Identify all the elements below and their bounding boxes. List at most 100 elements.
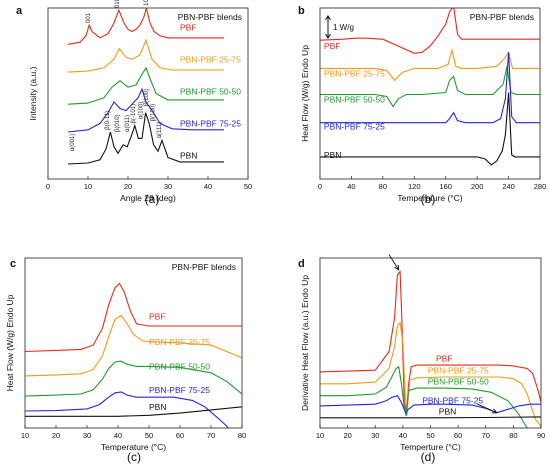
scale-bar-arrow-bottom <box>325 33 331 39</box>
series-label: PBF <box>180 22 197 32</box>
series-line-PBN-PBF-75-25 <box>320 52 540 124</box>
panel-letter: c <box>10 258 16 270</box>
x-tick-label: 200 <box>471 182 484 191</box>
x-tick-label: 10 <box>316 431 324 440</box>
x-tick-label: 80 <box>238 431 246 440</box>
x-axis-label: Temperature (°C) <box>101 442 166 452</box>
panel-a: PBF PBN-PBF 25-75 PBN-PBF 50-50 PBN-PBF 75-… <box>16 0 252 206</box>
x-tick-label: 40 <box>114 431 122 440</box>
x-tick-label: 80 <box>509 431 517 440</box>
series-line-PBN-PBF-50-50 <box>320 66 540 108</box>
series-line-PBN <box>25 406 242 417</box>
panel-caption: (d) <box>421 450 436 464</box>
series-label: PBN-PBF 50-50 <box>180 87 241 97</box>
x-tick-label: 240 <box>502 182 515 191</box>
panel-title: PBN-PBF blends <box>172 262 236 272</box>
peak-annotation: α(011) <box>125 115 131 132</box>
x-tick-label: 40 <box>399 431 407 440</box>
x-tick-label: 20 <box>124 182 132 191</box>
x-tick-label: 0 <box>318 182 322 191</box>
series-label: PBN-PBF 50-50 <box>324 95 385 105</box>
series-label: PBN <box>324 150 341 160</box>
series-line-PBF <box>320 270 541 415</box>
series-line-PBN <box>67 112 224 165</box>
series-line-PBN-PBF-75-25 <box>25 391 229 428</box>
series-label: PBN-PBF 25-75 <box>428 366 489 376</box>
panel-title: PBN-PBF blends <box>470 12 534 22</box>
x-tick-label: 30 <box>83 431 91 440</box>
x-tick-label: 280 <box>534 182 547 191</box>
panel-b: PBF PBN-PBF 25-75 PBN-PBF 50-50 PBN-PBF 75-… <box>298 5 546 206</box>
series-line-PBN-PBF-50-50 <box>67 66 224 105</box>
peak-annotation: α(001) <box>70 134 76 151</box>
x-tick-label: 60 <box>176 431 184 440</box>
peak-annotation: α(111) <box>157 122 163 139</box>
peak-annotation: β(-101) <box>131 104 137 123</box>
panel-caption: (c) <box>127 450 141 464</box>
x-tick-label: 50 <box>244 182 252 191</box>
x-axis-label: Angle 2θ (deg) <box>120 193 176 203</box>
series-label: PBN-PBF 25-75 <box>180 55 241 65</box>
peak-annotation: 010 <box>115 0 121 8</box>
x-tick-label: 60 <box>454 431 462 440</box>
series-label: PBN-PBF 50-50 <box>428 377 489 387</box>
x-tick-label: 20 <box>52 431 60 440</box>
x-tick-label: 0 <box>46 182 50 191</box>
x-tick-label: 90 <box>537 431 545 440</box>
panel-letter: d <box>298 258 305 270</box>
series-line-PBN-PBF-25-75 <box>25 314 242 377</box>
annotation-arrow <box>388 254 400 271</box>
y-axis-label: Derivative Heat Flow (a.u.) Endo Up <box>300 275 310 411</box>
series-label: PBN <box>180 151 197 161</box>
annotation-arrow-head <box>394 264 400 271</box>
scale-bar-arrow-top <box>325 15 331 21</box>
peak-annotation: α(100) <box>138 102 144 119</box>
panel-letter: a <box>16 5 23 17</box>
series-line-PBF <box>320 8 540 54</box>
series-line-PBN-PBF-25-75 <box>67 38 224 73</box>
series-line-PBN-PBF-50-50 <box>25 360 242 397</box>
axes-frame <box>319 7 541 180</box>
series-label: PBF <box>324 41 341 51</box>
x-tick-label: 50 <box>145 431 153 440</box>
panel-title: PBN-PBF blends <box>178 12 242 22</box>
x-tick-label: 30 <box>371 431 379 440</box>
series-line-PBN <box>320 92 540 166</box>
series-label: PBN-PBF 75-25 <box>324 122 385 132</box>
x-axis-label: Temperture (°C) <box>400 442 461 452</box>
x-tick-label: 120 <box>408 182 421 191</box>
x-tick-label: 30 <box>164 182 172 191</box>
panel-letter: b <box>298 5 305 17</box>
peak-annotation: 100 <box>144 0 150 6</box>
series-line-PBN-PBF-75-25 <box>67 87 224 133</box>
panel-c: PBF PBN-PBF 25-75 PBN-PBF 50-50 PBN-PBF 75-… <box>5 257 246 464</box>
series-line-PBF <box>67 8 224 45</box>
series-line-PBN <box>320 416 541 419</box>
x-tick-label: 50 <box>426 431 434 440</box>
x-tick-label: 10 <box>21 431 29 440</box>
scale-bar-label: 1 W/g <box>333 23 354 32</box>
x-tick-label: 10 <box>84 182 92 191</box>
x-tick-label: 40 <box>347 182 355 191</box>
x-axis-label: Temperature (°C) <box>397 193 462 203</box>
axes-frame <box>24 257 243 429</box>
x-tick-label: 70 <box>207 431 215 440</box>
y-axis-label: Intensity (a.u.) <box>28 66 38 120</box>
series-label: PBN-PBF 75-25 <box>149 385 210 395</box>
series-line-PBF <box>25 282 242 353</box>
peak-annotation: 001 <box>86 12 92 23</box>
series-label: PBN-PBF 50-50 <box>149 362 210 372</box>
series-label: PBF <box>436 354 453 364</box>
annotation-arrow-head <box>491 408 498 414</box>
peak-annotation: β(0-11) <box>105 111 111 130</box>
series-label: PBF <box>149 312 166 322</box>
axes-frame <box>47 7 249 180</box>
series-label: PBN <box>439 406 456 416</box>
peak-annotation: β(100) <box>150 104 156 121</box>
peak-annotation: β(010) <box>115 115 121 132</box>
x-tick-label: 80 <box>379 182 387 191</box>
series-label: PBN-PBF 75-25 <box>422 395 483 405</box>
x-tick-label: 70 <box>482 431 490 440</box>
